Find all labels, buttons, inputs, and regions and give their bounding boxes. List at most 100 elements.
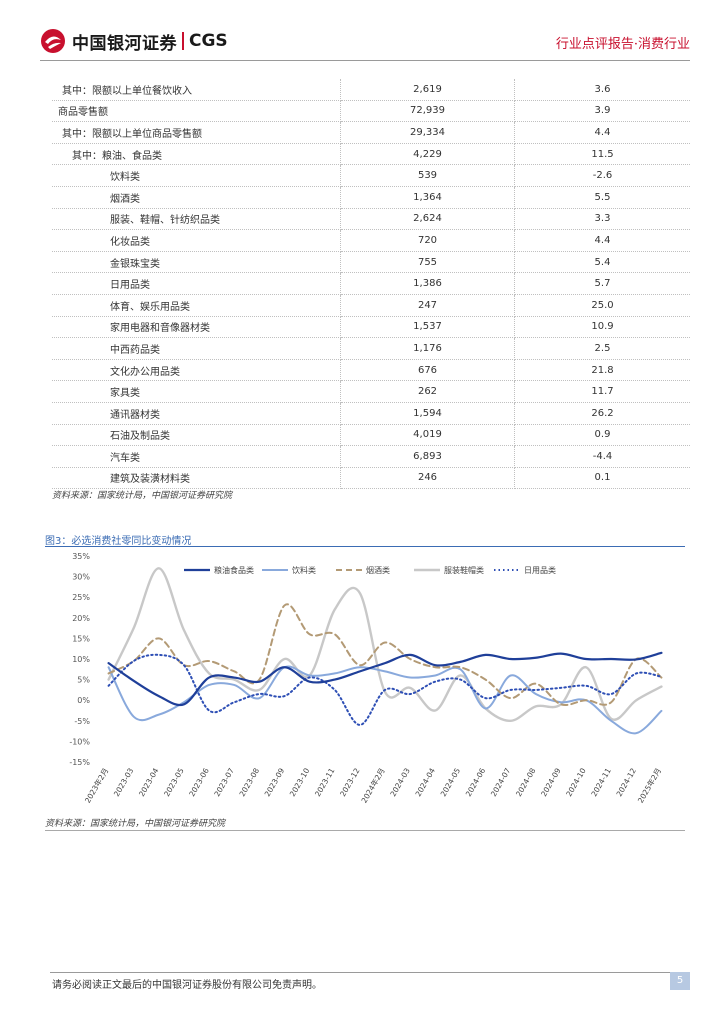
row-yoy: 2.5 <box>514 337 690 360</box>
page-number: 5 <box>670 972 690 990</box>
row-value: 2,624 <box>340 208 515 231</box>
row-label: 金银珠宝类 <box>52 251 341 274</box>
x-tick-label: 2024-07 <box>489 766 513 798</box>
x-tick-label: 2023-08 <box>238 766 262 798</box>
cgs-logo-icon <box>41 29 65 53</box>
x-tick-label: 2024年2月 <box>359 766 387 805</box>
row-label: 其中：限额以上单位餐饮收入 <box>52 79 341 101</box>
row-value: 246 <box>340 467 515 490</box>
x-tick-label: 2023年2月 <box>82 766 110 805</box>
table-row: 金银珠宝类 755 5.4 <box>52 251 690 274</box>
row-yoy: -2.6 <box>514 164 690 187</box>
row-yoy: 26.2 <box>514 402 690 425</box>
row-label: 日用品类 <box>52 272 341 295</box>
row-yoy: 21.8 <box>514 359 690 382</box>
row-value: 720 <box>340 229 515 252</box>
x-tick-label: 2023-12 <box>338 766 362 798</box>
legend-label: 烟酒类 <box>366 565 390 575</box>
logo-separator <box>182 32 184 50</box>
row-label: 其中：限额以上单位商品零售额 <box>52 121 341 144</box>
table-row: 日用品类 1,386 5.7 <box>52 272 690 295</box>
row-label: 化妆品类 <box>52 229 341 252</box>
row-yoy: 0.9 <box>514 424 690 447</box>
row-label: 商品零售额 <box>52 100 341 123</box>
row-yoy: 3.6 <box>514 79 690 101</box>
row-label: 汽车类 <box>52 445 341 468</box>
row-value: 1,537 <box>340 316 515 339</box>
logo-name-en: CGS <box>189 31 228 51</box>
row-yoy: 10.9 <box>514 316 690 339</box>
x-tick-label: 2023-10 <box>288 766 312 798</box>
row-yoy: 0.1 <box>514 467 690 490</box>
table-row: 建筑及装潢材料类 246 0.1 <box>52 467 690 490</box>
row-value: 1,386 <box>340 272 515 295</box>
row-value: 4,019 <box>340 424 515 447</box>
row-yoy: 3.3 <box>514 208 690 231</box>
row-label: 家具类 <box>52 380 341 403</box>
y-tick-label: 35% <box>72 552 90 561</box>
legend-label: 日用品类 <box>524 565 556 575</box>
row-yoy: 4.4 <box>514 121 690 144</box>
logo: 中国银河证券 CGS <box>40 28 228 54</box>
x-tick-label: 2024-12 <box>615 766 639 798</box>
y-tick-label: -15% <box>69 758 90 767</box>
y-tick-label: 30% <box>72 573 90 582</box>
x-tick-label: 2024-06 <box>464 766 488 798</box>
footer-divider <box>50 972 690 973</box>
series-line-5 <box>107 653 663 726</box>
y-tick-label: 25% <box>72 593 90 602</box>
table-row: 汽车类 6,893 -4.4 <box>52 445 690 468</box>
row-value: 1,176 <box>340 337 515 360</box>
yoy-line-chart: 35% 30% 25% 20% 15% 10% 5% 0% -5% -10% -15%2023年2月… <box>69 552 663 805</box>
figure-source: 资料来源：国家统计局，中国银河证券研究院 <box>45 819 226 829</box>
series-line-1 <box>107 651 663 707</box>
table-row: 饮料类 539 -2.6 <box>52 164 690 187</box>
table-row: 家具类 262 11.7 <box>52 380 690 403</box>
figure-top-divider <box>45 546 685 547</box>
y-tick-label: 15% <box>72 634 90 643</box>
table-row: 烟酒类 1,364 5.5 <box>52 186 690 209</box>
y-tick-label: 10% <box>72 655 90 664</box>
row-yoy: 3.9 <box>514 100 690 123</box>
page-header: 中国银河证券 CGS 行业点评报告·消费行业 <box>0 0 724 62</box>
table-row: 商品零售额 72,939 3.9 <box>52 100 690 123</box>
table-row: 体育、娱乐用品类 247 25.0 <box>52 294 690 317</box>
x-tick-label: 2024-03 <box>388 766 412 798</box>
row-yoy: 5.4 <box>514 251 690 274</box>
y-tick-label: -5% <box>74 717 90 726</box>
table-row: 石油及制品类 4,019 0.9 <box>52 424 690 447</box>
legend-label: 粮油食品类 <box>214 565 254 575</box>
table-row: 文化办公用品类 676 21.8 <box>52 359 690 382</box>
table-row: 其中：限额以上单位餐饮收入 2,619 3.6 <box>52 79 690 101</box>
row-label: 通讯器材类 <box>52 402 341 425</box>
series-line-2 <box>107 665 663 735</box>
x-tick-label: 2024-08 <box>514 766 538 798</box>
x-tick-label: 2024-09 <box>539 766 563 798</box>
table-row: 其中：粮油、食品类 4,229 11.5 <box>52 143 690 166</box>
row-yoy: -4.4 <box>514 445 690 468</box>
row-label: 体育、娱乐用品类 <box>52 294 341 317</box>
row-yoy: 25.0 <box>514 294 690 317</box>
figure-title: 图3：必选消费社零同比变动情况 <box>45 536 192 547</box>
row-yoy: 11.5 <box>514 143 690 166</box>
x-tick-label: 2023-07 <box>212 766 236 798</box>
row-label: 家用电器和音像器材类 <box>52 316 341 339</box>
row-value: 29,334 <box>340 121 515 144</box>
legend-label: 饮料类 <box>292 565 316 575</box>
row-label: 饮料类 <box>52 164 341 187</box>
row-value: 539 <box>340 164 515 187</box>
legend-label: 服装鞋帽类 <box>444 565 484 575</box>
row-yoy: 4.4 <box>514 229 690 252</box>
table-row: 通讯器材类 1,594 26.2 <box>52 402 690 425</box>
row-label: 烟酒类 <box>52 186 341 209</box>
x-tick-label: 2025年2月 <box>635 766 663 805</box>
y-tick-label: 5% <box>77 676 90 685</box>
table-row: 化妆品类 720 4.4 <box>52 229 690 252</box>
x-tick-label: 2024-04 <box>414 766 438 798</box>
x-tick-label: 2023-04 <box>137 766 161 798</box>
figure-bottom-divider <box>45 830 685 831</box>
x-tick-label: 2024-05 <box>439 766 463 798</box>
y-tick-label: 20% <box>72 614 90 623</box>
row-label: 服装、鞋帽、针纺织品类 <box>52 208 341 231</box>
x-tick-label: 2023-11 <box>313 766 337 798</box>
